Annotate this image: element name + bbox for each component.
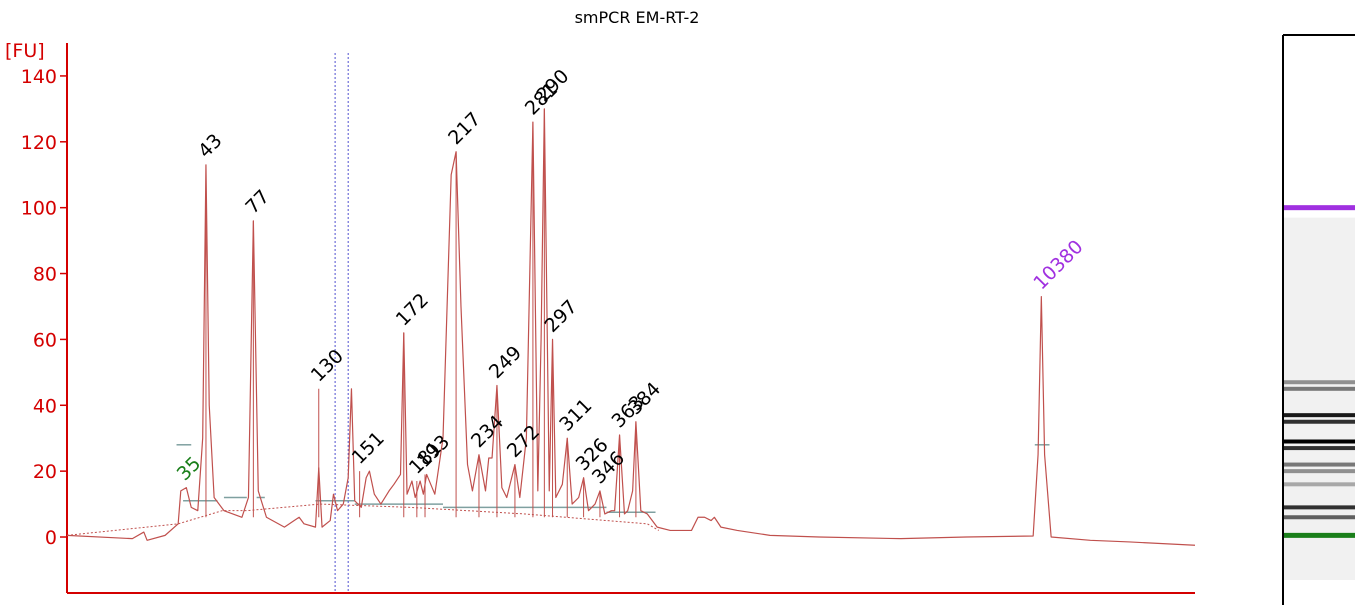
peak-label: 249: [485, 342, 526, 383]
gel-lane-shade: [1284, 217, 1355, 580]
chart-title: smPCR EM-RT-2: [575, 8, 700, 27]
gel-band: [1284, 505, 1355, 510]
signal-trace: [66, 108, 1196, 546]
gel-band: [1284, 386, 1355, 391]
gel-band: [1284, 413, 1355, 418]
y-tick-label: 120: [21, 132, 57, 154]
peak-label: 10380: [1029, 236, 1087, 294]
peak-label: 130: [307, 345, 348, 386]
gel-band: [1284, 532, 1355, 538]
gel-band: [1284, 462, 1355, 467]
gel-band: [1284, 469, 1355, 474]
peak-label: 35: [173, 452, 206, 485]
peak-label: 234: [467, 411, 508, 452]
y-tick-label: 100: [21, 198, 57, 220]
y-tick-label: 60: [33, 329, 57, 351]
gel-band: [1284, 419, 1355, 424]
gel-band: [1284, 439, 1355, 444]
y-tick-label: 80: [33, 264, 57, 286]
baseline-dotted: [66, 503, 660, 536]
plot-area: 0204060801001201403543771301511721811932…: [21, 43, 1196, 594]
peak-label: 172: [392, 289, 433, 330]
gel-band: [1284, 380, 1355, 385]
gel-bottom: [1284, 580, 1355, 605]
peak-label: 77: [241, 186, 274, 219]
gel-band: [1284, 482, 1355, 487]
y-tick-label: 20: [33, 461, 57, 483]
gel-band: [1284, 446, 1355, 451]
peak-label: 311: [555, 395, 596, 436]
gel-band: [1284, 515, 1355, 520]
y-axis-unit-label: [FU]: [5, 40, 45, 62]
y-tick-label: 0: [45, 527, 57, 549]
peak-label: 43: [194, 130, 227, 163]
y-tick-label: 140: [21, 66, 57, 88]
peak-label: 217: [444, 108, 485, 149]
gel-lane: [1282, 34, 1355, 605]
gel-band: [1284, 205, 1355, 211]
y-tick-label: 40: [33, 395, 57, 417]
